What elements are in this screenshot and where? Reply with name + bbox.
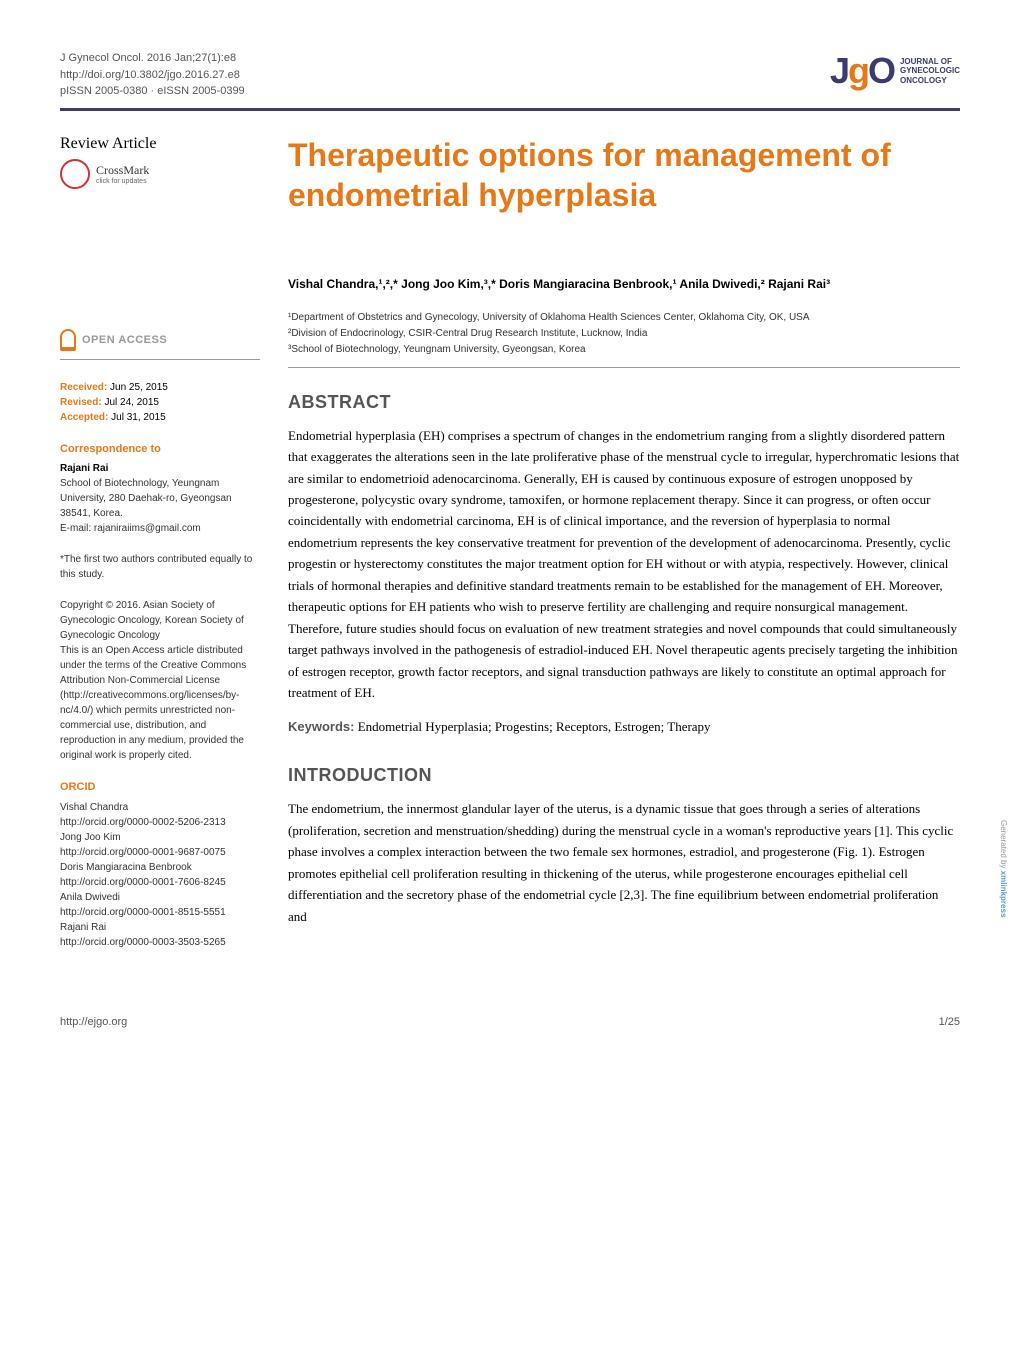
accepted-label: Accepted: <box>60 412 108 423</box>
open-access-label: OPEN ACCESS <box>82 334 167 346</box>
header-rule <box>60 108 960 111</box>
open-access-badge: OPEN ACCESS <box>60 329 260 351</box>
sidebar-rule <box>60 359 260 360</box>
copyright-line: Copyright © 2016. Asian Society of Gynec… <box>60 598 260 643</box>
received-label: Received: <box>60 382 107 393</box>
correspondence-email: E-mail: rajaniraiims@gmail.com <box>60 521 260 536</box>
copyright-block: Copyright © 2016. Asian Society of Gynec… <box>60 598 260 763</box>
orcid-heading: ORCID <box>60 779 260 796</box>
affiliation: ²Division of Endocrinology, CSIR-Central… <box>288 326 960 341</box>
page-footer: http://ejgo.org 1/25 <box>60 1016 960 1028</box>
doi: http://doi.org/10.3802/jgo.2016.27.e8 <box>60 67 245 84</box>
article-type: Review Article <box>60 135 260 153</box>
introduction-text: The endometrium, the innermost glandular… <box>288 798 960 927</box>
journal-meta: J Gynecol Oncol. 2016 Jan;27(1):e8 http:… <box>60 50 245 100</box>
keywords: Keywords: Endometrial Hyperplasia; Proge… <box>288 719 960 735</box>
generated-by-label: Generated by xmlinkpress <box>999 820 1008 917</box>
crossmark-label: CrossMark <box>96 163 149 178</box>
license-text: This is an Open Access article distribut… <box>60 643 260 763</box>
orcid-entry: Jong Joo Kim http://orcid.org/0000-0001-… <box>60 830 260 860</box>
logo-text: JgO <box>830 50 894 92</box>
citation: J Gynecol Oncol. 2016 Jan;27(1):e8 <box>60 50 245 67</box>
content-rule <box>288 367 960 368</box>
crossmark-badge[interactable]: CrossMark click for updates <box>60 159 260 189</box>
page-number: 1/25 <box>939 1016 960 1028</box>
correspondence-address: School of Biotechnology, Yeungnam Univer… <box>60 476 260 521</box>
article-title: Therapeutic options for management of en… <box>288 135 960 215</box>
abstract-heading: ABSTRACT <box>288 392 960 413</box>
keywords-text: Endometrial Hyperplasia; Progestins; Rec… <box>358 719 711 734</box>
revised-date: Jul 24, 2015 <box>104 397 159 408</box>
correspondence-name: Rajani Rai <box>60 461 260 476</box>
authors: Vishal Chandra,¹,²,* Jong Joo Kim,³,* Do… <box>288 275 960 294</box>
orcid-entry: Rajani Rai http://orcid.org/0000-0003-35… <box>60 920 260 950</box>
logo-caption: JOURNAL OF GYNECOLOGIC ONCOLOGY <box>900 57 960 86</box>
open-access-icon <box>60 329 76 351</box>
affiliations: ¹Department of Obstetrics and Gynecology… <box>288 310 960 357</box>
correspondence-heading: Correspondence to <box>60 441 260 458</box>
accepted-date: Jul 31, 2015 <box>111 412 166 423</box>
crossmark-icon <box>60 159 90 189</box>
correspondence-block: Correspondence to Rajani Rai School of B… <box>60 441 260 537</box>
orcid-entry: Doris Mangiaracina Benbrook http://orcid… <box>60 860 260 890</box>
abstract-text: Endometrial hyperplasia (EH) comprises a… <box>288 425 960 704</box>
affiliation: ¹Department of Obstetrics and Gynecology… <box>288 310 960 325</box>
revised-label: Revised: <box>60 397 102 408</box>
dates-block: Received: Jun 25, 2015 Revised: Jul 24, … <box>60 380 260 425</box>
crossmark-sublabel: click for updates <box>96 178 149 185</box>
equal-contribution: *The first two authors contributed equal… <box>60 552 260 582</box>
orcid-entry: Anila Dwivedi http://orcid.org/0000-0001… <box>60 890 260 920</box>
issn: pISSN 2005-0380 · eISSN 2005-0399 <box>60 83 245 100</box>
keywords-label: Keywords: <box>288 719 354 734</box>
received-date: Jun 25, 2015 <box>110 382 168 393</box>
journal-logo: JgO JOURNAL OF GYNECOLOGIC ONCOLOGY <box>830 50 960 92</box>
orcid-block: ORCID Vishal Chandra http://orcid.org/00… <box>60 779 260 950</box>
affiliation: ³School of Biotechnology, Yeungnam Unive… <box>288 342 960 357</box>
footer-url: http://ejgo.org <box>60 1016 127 1028</box>
orcid-entry: Vishal Chandra http://orcid.org/0000-000… <box>60 800 260 830</box>
introduction-heading: INTRODUCTION <box>288 765 960 786</box>
